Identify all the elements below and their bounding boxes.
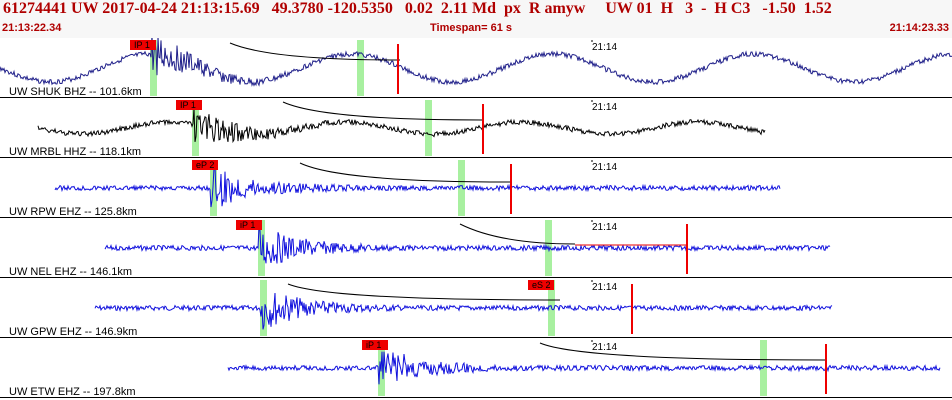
time-tick-label: 21:14 xyxy=(592,282,617,293)
station-label: UW NEL EHZ -- 146.1km xyxy=(9,266,132,278)
time-tick-label: 21:14 xyxy=(592,42,617,53)
phase-pick-label: IP 1 xyxy=(134,40,150,50)
trace-row[interactable]: eP 2 21:14 UW RPW EHZ -- 125.8km xyxy=(0,160,952,218)
travel-time-curve xyxy=(282,101,484,121)
trace-row[interactable]: eS 2 21:14 UW GPW EHZ -- 146.9km xyxy=(0,280,952,338)
travel-time-curve xyxy=(299,162,512,183)
travel-time-curve xyxy=(229,42,401,61)
trace-row[interactable]: IP 1 21:14 UW MRBL HHZ -- 118.1km xyxy=(0,100,952,158)
waveform xyxy=(104,227,831,264)
station-label: UW ETW EHZ -- 197.8km xyxy=(9,386,136,398)
waveform xyxy=(54,164,781,208)
p-window-marker xyxy=(260,280,267,336)
seismogram-panel[interactable]: IP 1 21:14 UW SHUK BHZ -- 101.6km IP 1 21:14… xyxy=(0,38,952,400)
waveform xyxy=(0,38,952,87)
phase-pick-box[interactable] xyxy=(192,160,218,170)
s-window-marker xyxy=(458,160,465,216)
station-label: UW MRBL HHZ -- 118.1km xyxy=(9,146,141,158)
trace-row[interactable]: iP 1 21:14 UW ETW EHZ -- 197.8km xyxy=(0,340,952,398)
trace-row[interactable]: IP 1 21:14 UW SHUK BHZ -- 101.6km xyxy=(0,38,952,98)
travel-time-curve xyxy=(539,342,827,361)
s-window-marker xyxy=(425,100,432,156)
travel-time-curve xyxy=(287,283,561,301)
end-time: 21:14:23.33 xyxy=(889,22,949,34)
station-label: UW SHUK BHZ -- 101.6km xyxy=(9,86,142,98)
station-label: UW GPW EHZ -- 146.9km xyxy=(9,326,137,338)
time-tick-label: 21:14 xyxy=(592,162,617,173)
phase-pick-label: iP 1 xyxy=(366,340,381,350)
station-label: UW RPW EHZ -- 125.8km xyxy=(9,206,137,218)
p-window-marker xyxy=(192,100,199,156)
waveform xyxy=(94,292,833,330)
time-tick-label: 21:14 xyxy=(592,222,617,233)
timespan-label: Timespan= 61 s xyxy=(430,22,513,34)
phase-pick-label: eP 2 xyxy=(196,160,214,170)
phase-pick-box[interactable] xyxy=(528,280,554,290)
trace-row[interactable]: iP 1 21:14 UW NEL EHZ -- 146.1km xyxy=(0,220,952,278)
phase-pick-box[interactable] xyxy=(236,220,262,230)
phase-pick-box[interactable] xyxy=(362,340,388,350)
waveform xyxy=(227,351,941,385)
phase-pick-label: eS 2 xyxy=(532,280,551,290)
waveform xyxy=(37,107,766,144)
start-time: 21:13:22.34 xyxy=(2,22,62,34)
time-tick-label: 21:14 xyxy=(592,342,617,353)
p-window-marker xyxy=(258,220,265,276)
time-tick-label: 21:14 xyxy=(592,102,617,113)
s-window-marker xyxy=(357,40,364,96)
header-bar: 61274441 UW 2017-04-24 21:13:15.69 49.37… xyxy=(0,0,952,38)
event-summary: 61274441 UW 2017-04-24 21:13:15.69 49.37… xyxy=(3,0,832,17)
phase-pick-label: iP 1 xyxy=(240,220,255,230)
phase-pick-box[interactable] xyxy=(176,100,202,110)
travel-time-curve xyxy=(459,223,576,245)
phase-pick-box[interactable] xyxy=(130,40,156,50)
phase-pick-label: IP 1 xyxy=(180,100,196,110)
p-window-marker xyxy=(210,160,217,216)
